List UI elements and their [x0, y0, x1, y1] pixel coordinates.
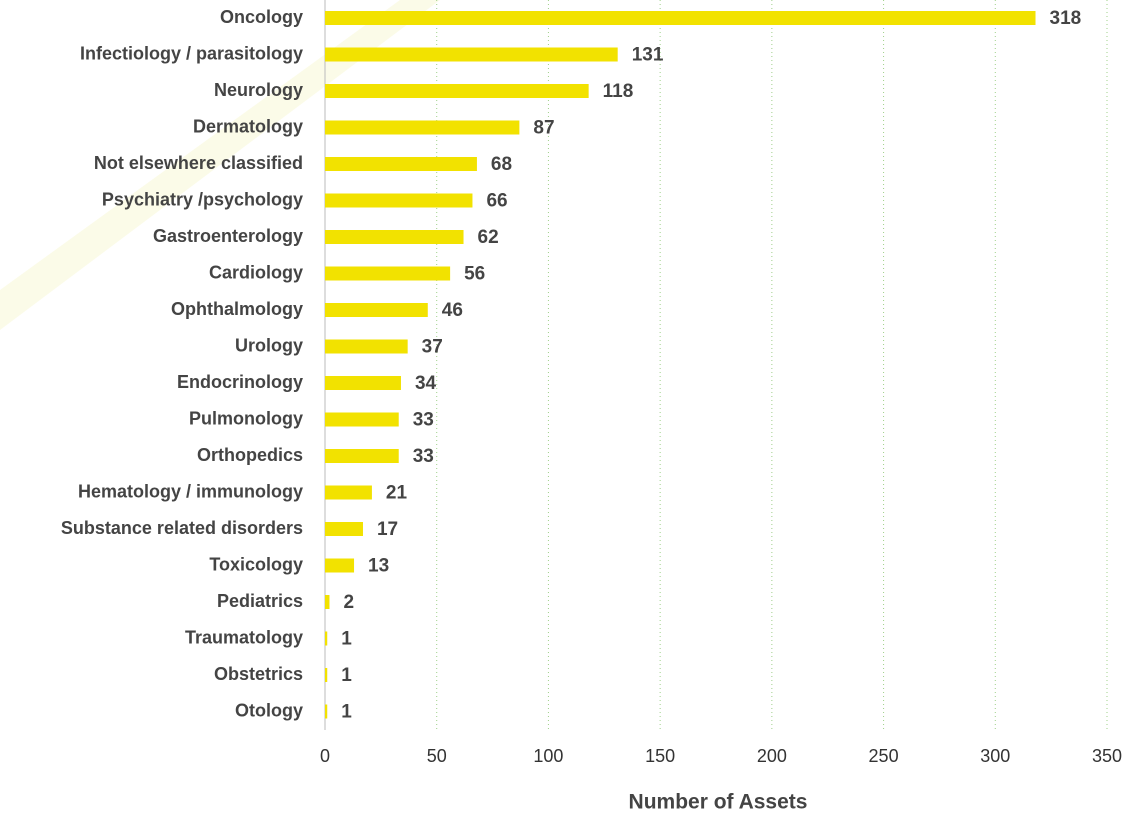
bar	[325, 84, 589, 98]
data-label: 1	[341, 702, 352, 723]
y-tick-label: Urology	[235, 335, 303, 355]
y-tick-label: Endocrinology	[177, 372, 303, 392]
y-tick-label: Otology	[235, 700, 303, 720]
data-label: 318	[1050, 8, 1082, 29]
x-tick-label: 300	[980, 746, 1010, 766]
y-tick-label: Psychiatry /psychology	[102, 189, 303, 209]
data-label: 87	[533, 118, 554, 139]
bar	[325, 193, 473, 208]
bar	[325, 704, 328, 719]
bar	[325, 266, 451, 281]
bar	[325, 157, 477, 171]
data-label: 2	[343, 592, 354, 613]
x-axis-title: Number of Assets	[629, 791, 808, 814]
x-tick-label: 0	[320, 746, 330, 766]
y-tick-label: Neurology	[214, 80, 303, 100]
data-label: 1	[341, 629, 352, 650]
y-tick-label: Ophthalmology	[171, 299, 303, 319]
x-tick-label: 250	[869, 746, 899, 766]
data-label: 46	[442, 300, 463, 321]
bar	[325, 595, 330, 609]
bar	[325, 47, 618, 62]
x-tick-label: 350	[1092, 746, 1122, 766]
y-tick-label: Infectiology / parasitology	[80, 43, 303, 63]
bar	[325, 412, 399, 427]
data-label: 62	[478, 227, 499, 248]
data-label: 66	[486, 191, 507, 212]
y-tick-label: Traumatology	[185, 627, 303, 647]
watermark	[0, 0, 440, 330]
x-tick-label: 100	[533, 746, 563, 766]
data-label: 33	[413, 446, 434, 467]
y-tick-label: Toxicology	[209, 554, 303, 574]
data-label: 131	[632, 45, 664, 66]
bar	[325, 485, 372, 500]
bar	[325, 230, 464, 244]
bar	[325, 631, 328, 646]
y-tick-label: Dermatology	[193, 116, 303, 136]
bar	[325, 668, 328, 682]
y-tick-label: Pulmonology	[189, 408, 303, 428]
data-label: 56	[464, 264, 485, 285]
bar	[325, 449, 399, 463]
y-tick-label: Not elsewhere classified	[94, 153, 303, 173]
x-tick-label: 50	[427, 746, 447, 766]
bar	[325, 522, 363, 536]
y-tick-label: Hematology / immunology	[78, 481, 303, 501]
data-label: 68	[491, 154, 512, 175]
x-tick-label: 200	[757, 746, 787, 766]
y-tick-label: Orthopedics	[197, 445, 303, 465]
y-tick-label: Pediatrics	[217, 591, 303, 611]
data-label: 17	[377, 519, 398, 540]
data-label: 33	[413, 410, 434, 431]
y-tick-label: Substance related disorders	[61, 518, 303, 538]
x-tick-label: 150	[645, 746, 675, 766]
data-label: 1	[341, 665, 352, 686]
y-tick-label: Cardiology	[209, 262, 303, 282]
data-label: 13	[368, 556, 389, 577]
data-label: 37	[422, 337, 443, 358]
bar	[325, 303, 428, 317]
y-tick-label: Gastroenterology	[153, 226, 303, 246]
data-label: 21	[386, 483, 408, 504]
bar	[325, 11, 1036, 25]
bar	[325, 120, 520, 135]
bar	[325, 558, 355, 573]
data-label: 118	[603, 81, 634, 102]
data-label: 34	[415, 373, 437, 394]
y-tick-label: Obstetrics	[214, 664, 303, 684]
bar	[325, 376, 401, 390]
bar	[325, 339, 408, 354]
y-tick-label: Oncology	[220, 7, 303, 27]
